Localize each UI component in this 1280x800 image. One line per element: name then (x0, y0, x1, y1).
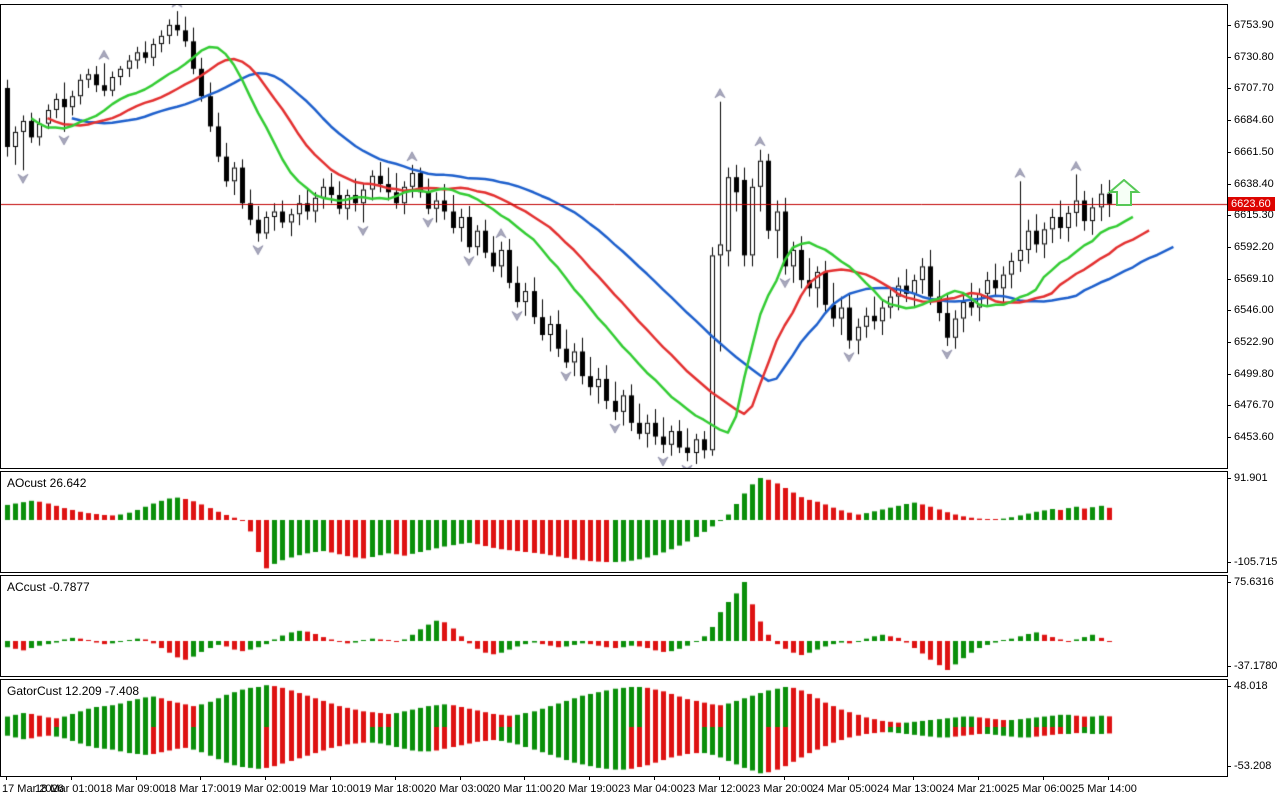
axis-tick (1227, 247, 1231, 248)
indicator-max-label: 48.018 (1234, 680, 1268, 692)
indicator-panel-accust[interactable]: ACcust -0.7877 (0, 575, 1228, 677)
price-tick-label: 6569.10 (1234, 273, 1274, 285)
indicator-max-label: 75.6316 (1234, 576, 1274, 588)
time-tick-label: 19 Mar 02:00 (229, 783, 294, 795)
time-tick-label: 18 Mar 09:00 (100, 783, 165, 795)
time-tick-label: 19 Mar 10:00 (294, 783, 359, 795)
indicator-panel-aocust[interactable]: AOcust 26.642 (0, 471, 1228, 573)
price-tick-label: 6753.90 (1234, 19, 1274, 31)
time-tick (71, 776, 72, 780)
time-tick-label: 23 Mar 12:00 (683, 783, 748, 795)
time-tick-label: 18 Mar 01:00 (35, 783, 100, 795)
indicator-max-label: 91.901 (1234, 472, 1268, 484)
gatorcust-label: GatorCust 12.209 -7.408 (7, 684, 140, 698)
time-tick (1043, 776, 1044, 780)
aocust-canvas[interactable] (1, 472, 1227, 572)
indicator-min-label: -37.1780 (1234, 660, 1278, 672)
axis-tick (1227, 310, 1231, 311)
axis-tick (1227, 57, 1231, 58)
buy-signal-arrow-icon (1107, 179, 1141, 206)
indicator-min-label: -53.208 (1234, 760, 1272, 772)
price-tick-label: 6684.60 (1234, 114, 1274, 126)
time-tick (719, 776, 720, 780)
time-tick (784, 776, 785, 780)
indicator-min-label: -105.715 (1234, 556, 1278, 568)
axis-tick (1227, 437, 1231, 438)
time-tick (6, 776, 7, 780)
axis-tick (1227, 88, 1231, 89)
time-tick-label: 24 Mar 21:00 (942, 783, 1007, 795)
time-tick (265, 776, 266, 780)
price-tick-label: 6707.70 (1234, 82, 1274, 94)
time-tick (978, 776, 979, 780)
price-tick-label: 6476.70 (1234, 399, 1274, 411)
time-tick-label: 23 Mar 20:00 (748, 783, 813, 795)
price-tick-label: 6638.40 (1234, 178, 1274, 190)
axis-tick (1227, 152, 1231, 153)
axis-tick (1227, 582, 1231, 583)
time-tick-label: 18 Mar 17:00 (164, 783, 229, 795)
time-tick-label: 20 Mar 03:00 (424, 783, 489, 795)
time-tick (395, 776, 396, 780)
price-tick-label: 6592.20 (1234, 241, 1274, 253)
time-tick (524, 776, 525, 780)
axis-tick (1227, 342, 1231, 343)
time-tick-label: 19 Mar 18:00 (359, 783, 424, 795)
time-tick-label: 20 Mar 11:00 (488, 783, 553, 795)
indicator-panel-gatorcust[interactable]: GatorCust 12.209 -7.408 (0, 679, 1228, 777)
accust-label: ACcust -0.7877 (7, 580, 90, 594)
time-tick (848, 776, 849, 780)
axis-tick (1227, 686, 1231, 687)
price-tick-label: 6730.80 (1234, 51, 1274, 63)
axis-tick (1227, 562, 1231, 563)
time-tick (913, 776, 914, 780)
price-tick-label: 6661.50 (1234, 146, 1274, 158)
time-tick-label: 17 Mar 2026 (2, 783, 64, 795)
accust-canvas[interactable] (1, 576, 1227, 676)
time-tick-label: 25 Mar 06:00 (1007, 783, 1072, 795)
time-tick (330, 776, 331, 780)
axis-tick (1227, 666, 1231, 667)
axis-tick (1227, 405, 1231, 406)
axis-tick (1227, 184, 1231, 185)
time-tick-label: 23 Mar 04:00 (618, 783, 683, 795)
current-price-badge: 6623.60 (1228, 196, 1275, 211)
time-tick (200, 776, 201, 780)
main-chart-canvas[interactable] (1, 5, 1227, 468)
time-tick (589, 776, 590, 780)
axis-tick (1227, 120, 1231, 121)
time-tick (1108, 776, 1109, 780)
main-chart-panel[interactable] (0, 4, 1228, 469)
time-tick-label: 25 Mar 14:00 (1072, 783, 1137, 795)
aocust-label: AOcust 26.642 (7, 476, 87, 490)
axis-tick (1227, 374, 1231, 375)
time-tick-label: 24 Mar 05:00 (812, 783, 877, 795)
time-tick-label: 24 Mar 13:00 (877, 783, 942, 795)
axis-tick (1227, 279, 1231, 280)
time-tick-label: 20 Mar 19:00 (553, 783, 618, 795)
time-tick (654, 776, 655, 780)
gatorcust-canvas[interactable] (1, 680, 1227, 776)
time-tick (136, 776, 137, 780)
price-tick-label: 6499.80 (1234, 368, 1274, 380)
axis-tick (1227, 25, 1231, 26)
price-tick-label: 6453.60 (1234, 431, 1274, 443)
axis-tick (1227, 478, 1231, 479)
time-tick (460, 776, 461, 780)
price-tick-label: 6615.30 (1234, 209, 1274, 221)
axis-tick (1227, 215, 1231, 216)
price-tick-label: 6546.00 (1234, 304, 1274, 316)
price-tick-label: 6522.90 (1234, 336, 1274, 348)
axis-tick (1227, 766, 1231, 767)
